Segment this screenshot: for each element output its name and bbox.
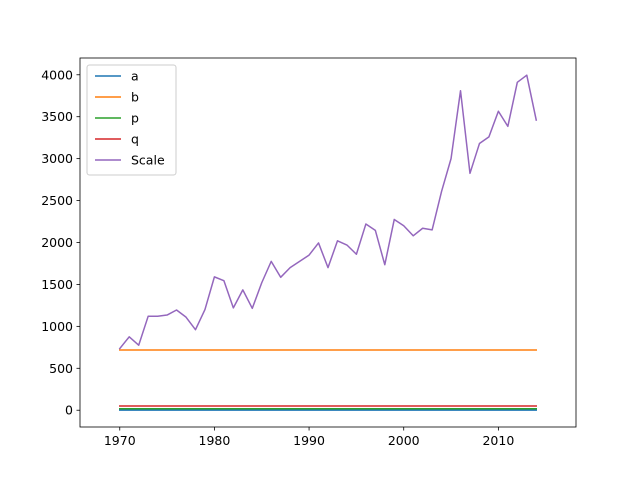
- x-tick-label: 1970: [104, 433, 136, 448]
- y-tick-label: 3000: [41, 151, 73, 166]
- y-tick-label: 3500: [41, 109, 73, 124]
- x-tick-label: 2000: [388, 433, 420, 448]
- y-tick-label: 2000: [41, 235, 73, 250]
- x-tick-label: 1980: [199, 433, 231, 448]
- legend-label-q: q: [131, 132, 139, 147]
- axes-layer: 1970 1980 1990 2000 2010 0 500 1000 1500 2000 2500…: [41, 57, 577, 448]
- legend-label-p: p: [131, 111, 139, 126]
- legend-label-scale: Scale: [131, 153, 165, 168]
- y-tick-label: 4000: [41, 67, 73, 82]
- series-layer: [118, 74, 538, 411]
- y-tick-label: 0: [65, 403, 73, 418]
- x-tick-label: 2010: [482, 433, 514, 448]
- series-line-scale: [118, 74, 538, 350]
- legend-box: [86, 64, 177, 176]
- y-tick-label: 2500: [41, 193, 73, 208]
- legend-label-a: a: [131, 69, 139, 84]
- y-tick-label: 500: [49, 361, 73, 376]
- x-tick-label: 1990: [293, 433, 325, 448]
- y-tick-label: 1500: [41, 277, 73, 292]
- y-tick-label: 1000: [41, 319, 73, 334]
- legend-label-b: b: [131, 90, 139, 105]
